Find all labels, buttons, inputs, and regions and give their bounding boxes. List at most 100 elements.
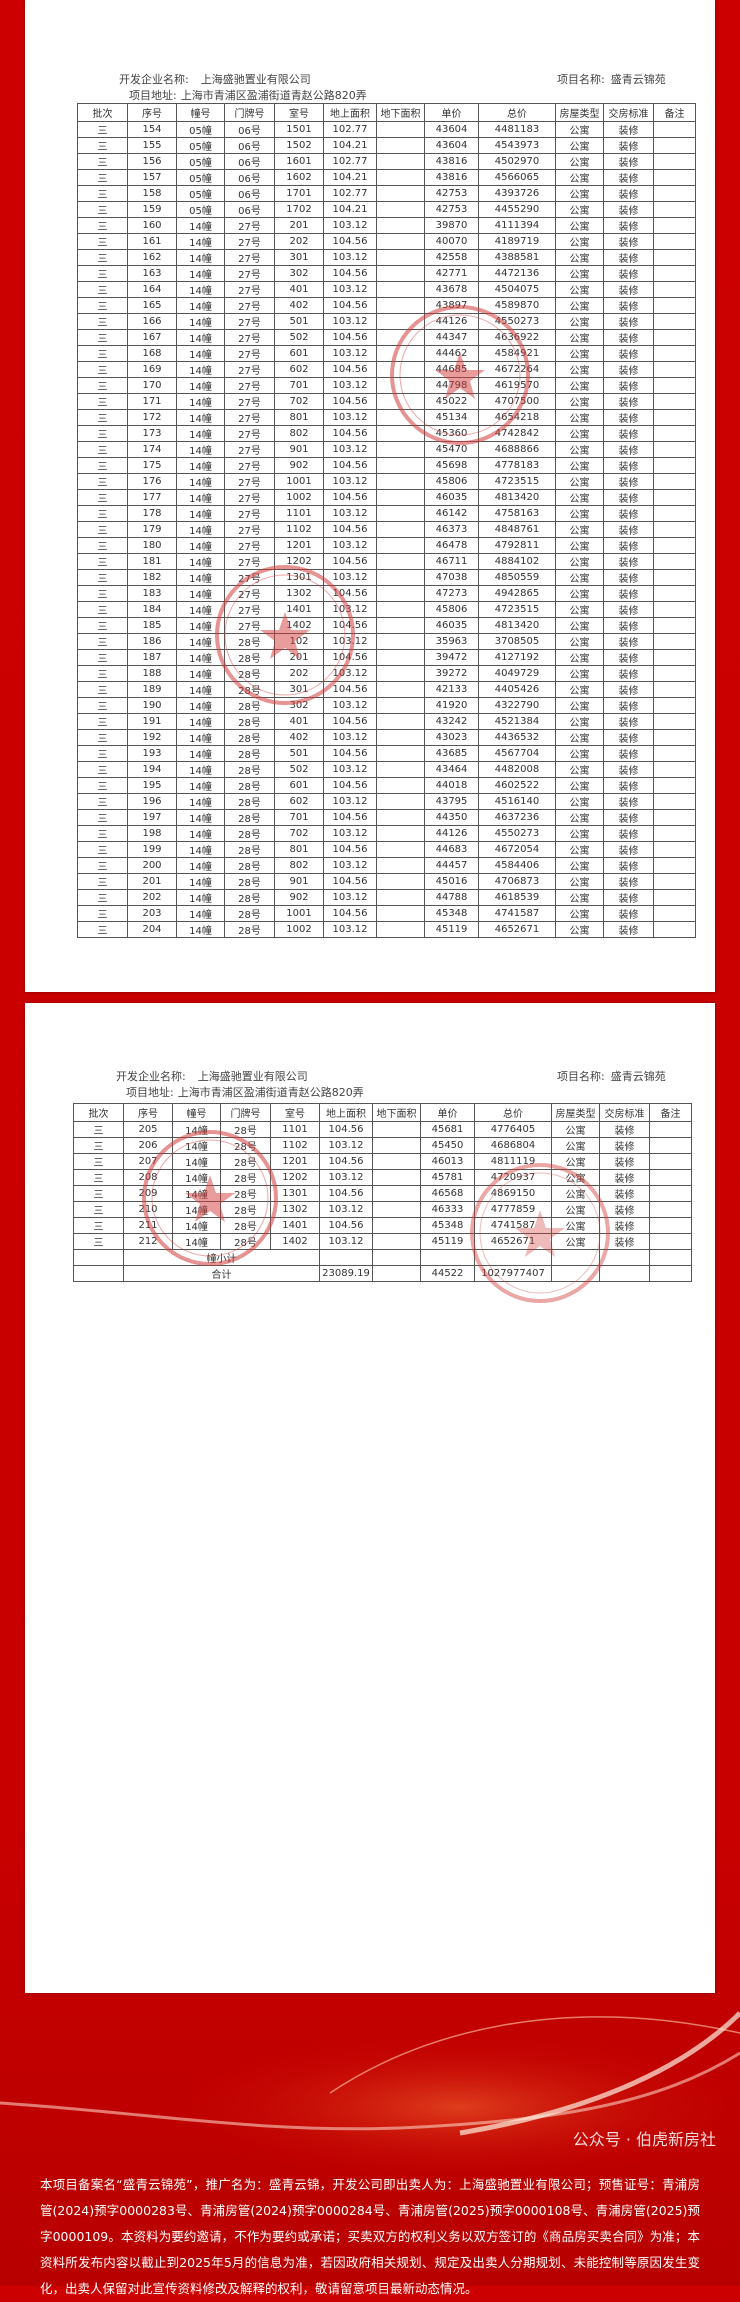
- table-cell: 14幢: [176, 873, 225, 890]
- table-cell: 装修: [603, 137, 654, 154]
- table-cell: [653, 841, 696, 858]
- table-cell: 06号: [224, 121, 275, 138]
- table-cell: 14幢: [176, 921, 225, 938]
- table-cell: 402: [274, 297, 324, 314]
- table-cell: 三: [73, 1153, 124, 1170]
- table-cell: 46035: [424, 489, 479, 506]
- table-row: 三 174 14幢 27号 901 103.12 45470 4688866 公寓 装修: [77, 441, 696, 458]
- column-header: 备注: [649, 1103, 692, 1122]
- table-cell: 103.12: [323, 921, 377, 938]
- table-cell: 装修: [603, 713, 654, 730]
- developer-name: 上海盛驰置业有限公司: [197, 1070, 308, 1083]
- table-cell: [653, 665, 696, 682]
- table-cell: 103.12: [323, 537, 377, 554]
- table-cell: 三: [77, 649, 128, 666]
- column-header: 房屋类型: [555, 103, 604, 122]
- column-header: 地上面积: [323, 103, 377, 122]
- table-cell: 104.56: [323, 265, 377, 282]
- table-cell: 公寓: [555, 313, 604, 330]
- table-cell: 装修: [603, 553, 654, 570]
- table-cell: [653, 777, 696, 794]
- table-cell: 103.12: [319, 1137, 373, 1154]
- table-cell: 45348: [424, 905, 479, 922]
- table-cell: [653, 521, 696, 538]
- table-cell: 176: [127, 473, 177, 490]
- table-cell: [372, 1121, 421, 1138]
- table-cell: 104.56: [323, 233, 377, 250]
- table-cell: 501: [274, 745, 324, 762]
- table-cell: 装修: [603, 505, 654, 522]
- table-row: 三 175 14幢 27号 902 104.56 45698 4778183 公寓 装修: [77, 457, 696, 474]
- table-cell: 172: [127, 409, 177, 426]
- column-header: 地下面积: [372, 1103, 421, 1122]
- table-cell: 4707500: [478, 393, 556, 410]
- table-cell: [376, 617, 425, 634]
- table-cell: 43685: [424, 745, 479, 762]
- table-row: 三 156 05幢 06号 1601 102.77 43816 4502970 公寓 装修: [77, 153, 696, 170]
- table-row: 三 187 14幢 28号 201 104.56 39472 4127192 公寓 装修: [77, 649, 696, 666]
- table-cell: 28号: [224, 649, 275, 666]
- table-cell: [376, 169, 425, 186]
- table-cell: 装修: [603, 329, 654, 346]
- table-cell: 178: [127, 505, 177, 522]
- table-cell: 14幢: [172, 1121, 221, 1138]
- table-cell: 102: [274, 633, 324, 650]
- table-cell: [649, 1201, 692, 1218]
- column-header: 总价: [478, 103, 556, 122]
- price-table-2: 批次 序号 幢号 门牌号 室号 地上面积 地下面积 单价 总价 房屋类型 交房标准 备注三 205 14幢…: [73, 1103, 692, 1282]
- table-cell: 装修: [603, 521, 654, 538]
- table-cell: 装修: [603, 617, 654, 634]
- table-cell: 公寓: [551, 1233, 600, 1250]
- table-cell: 公寓: [555, 217, 604, 234]
- table-cell: 103.12: [323, 697, 377, 714]
- table-cell: [376, 569, 425, 586]
- table-row: 三 180 14幢 27号 1201 103.12 46478 4792811 公寓 装修: [77, 537, 696, 554]
- table-cell: [372, 1233, 421, 1250]
- table-cell: 43604: [424, 137, 479, 154]
- table-cell: 三: [73, 1121, 124, 1138]
- table-cell: 27号: [224, 313, 275, 330]
- table-cell: [653, 537, 696, 554]
- wechat-watermark: 公众号 · 伯虎新房社: [572, 2130, 716, 2149]
- table-cell: 198: [127, 825, 177, 842]
- table-cell: [376, 585, 425, 602]
- table-cell: 201: [274, 217, 324, 234]
- table-row: 三 201 14幢 28号 901 104.56 45016 4706873 公寓 装修: [77, 873, 696, 890]
- table-cell: 28号: [224, 825, 275, 842]
- table-cell: 三: [77, 377, 128, 394]
- table-cell: [376, 905, 425, 922]
- table-row: 三 192 14幢 28号 402 103.12 43023 4436532 公寓 装修: [77, 729, 696, 746]
- table-cell: 公寓: [555, 409, 604, 426]
- table-cell: 4584406: [478, 857, 556, 874]
- table-cell: 160: [127, 217, 177, 234]
- table-cell: 公寓: [551, 1169, 600, 1186]
- table-cell: 1402: [274, 617, 324, 634]
- table-cell: 103.12: [319, 1233, 373, 1250]
- table-cell: 三: [73, 1185, 124, 1202]
- table-cell: 14幢: [176, 505, 225, 522]
- table-cell: 三: [77, 617, 128, 634]
- table-cell: [649, 1153, 692, 1170]
- table-cell: 4741587: [474, 1217, 552, 1234]
- price-list-page-1: 开发企业名称: 上海盛驰置业有限公司 项目名称: 盛青云锦苑 项目地址: 上海市…: [25, 0, 715, 992]
- table-cell: 168: [127, 345, 177, 362]
- table-cell: 28号: [220, 1233, 271, 1250]
- table-row: 三 177 14幢 27号 1002 104.56 46035 4813420 公寓 装修: [77, 489, 696, 506]
- table-cell: 801: [274, 409, 324, 426]
- table-cell: 182: [127, 569, 177, 586]
- table-cell: 4869150: [474, 1185, 552, 1202]
- table-cell: 45781: [420, 1169, 475, 1186]
- table-cell: 公寓: [551, 1185, 600, 1202]
- table-cell: [653, 825, 696, 842]
- table-cell: 103.12: [319, 1201, 373, 1218]
- table-cell: 1302: [274, 585, 324, 602]
- column-header: 交房标准: [599, 1103, 650, 1122]
- table-cell: [376, 217, 425, 234]
- table-cell: 200: [127, 857, 177, 874]
- table-cell: 45134: [424, 409, 479, 426]
- table-cell: [376, 153, 425, 170]
- table-cell: 14幢: [176, 713, 225, 730]
- table-cell: 1402: [270, 1233, 320, 1250]
- column-header: 单价: [424, 103, 479, 122]
- table-cell: 1602: [274, 169, 324, 186]
